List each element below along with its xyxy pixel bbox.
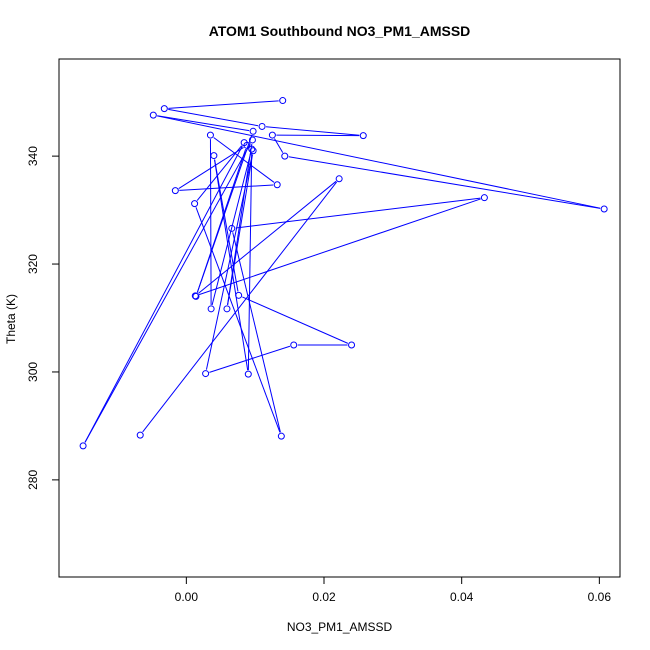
y-axis-title: Theta (K) bbox=[4, 294, 18, 344]
data-point bbox=[248, 136, 256, 144]
y-tick-label: 280 bbox=[26, 470, 40, 490]
series-segment bbox=[214, 159, 249, 371]
data-point bbox=[335, 175, 343, 183]
series-segment bbox=[213, 137, 275, 183]
series-lines bbox=[84, 100, 601, 443]
series-segment bbox=[168, 100, 279, 109]
series-segment bbox=[235, 197, 481, 229]
data-point bbox=[248, 145, 256, 153]
series-segment bbox=[242, 296, 349, 344]
y-tick-label: 320 bbox=[26, 254, 40, 274]
series-segment bbox=[168, 108, 259, 127]
series-segment bbox=[196, 145, 243, 201]
series-segment bbox=[84, 143, 251, 443]
data-point bbox=[160, 105, 168, 113]
series-segment bbox=[84, 145, 243, 443]
series-segment bbox=[195, 207, 281, 433]
series-segment bbox=[232, 232, 281, 433]
y-tick-label: 300 bbox=[26, 362, 40, 382]
series-segment bbox=[211, 152, 252, 306]
data-point bbox=[249, 147, 257, 155]
series-segment bbox=[178, 147, 244, 189]
data-point bbox=[281, 152, 289, 160]
y-axis: 280 300 320 340 bbox=[26, 146, 60, 490]
data-point bbox=[480, 194, 488, 202]
data-point bbox=[136, 431, 144, 439]
y-tick-label: 340 bbox=[26, 146, 40, 166]
x-tick-label: 0.06 bbox=[588, 590, 612, 604]
data-point bbox=[235, 291, 243, 299]
data-point bbox=[228, 224, 236, 232]
x-axis-title: NO3_PM1_AMSSD bbox=[287, 620, 393, 634]
data-point bbox=[258, 122, 266, 130]
x-tick-label: 0.00 bbox=[175, 590, 199, 604]
data-point bbox=[191, 200, 199, 208]
series-segment bbox=[142, 181, 338, 433]
series-segment bbox=[209, 139, 212, 305]
data-point bbox=[348, 341, 356, 349]
data-point bbox=[359, 132, 367, 140]
series-segment bbox=[196, 148, 247, 293]
data-point bbox=[249, 127, 257, 135]
x-tick-label: 0.02 bbox=[312, 590, 336, 604]
data-point bbox=[244, 370, 252, 378]
data-point bbox=[240, 139, 248, 147]
x-axis: 0.00 0.02 0.04 0.06 bbox=[175, 576, 612, 604]
data-point bbox=[290, 341, 298, 349]
data-point bbox=[79, 442, 87, 450]
x-tick-label: 0.04 bbox=[450, 590, 474, 604]
series-segment bbox=[157, 115, 250, 132]
series-segment bbox=[198, 198, 481, 296]
data-point bbox=[279, 97, 287, 105]
data-point bbox=[202, 370, 210, 378]
series-segment bbox=[265, 126, 360, 136]
series-segment bbox=[288, 156, 601, 209]
series-segment bbox=[247, 153, 253, 371]
data-point bbox=[210, 152, 218, 160]
data-point bbox=[273, 181, 281, 189]
series-segment bbox=[157, 115, 601, 209]
data-point bbox=[149, 111, 157, 119]
data-point bbox=[206, 131, 214, 139]
series-segment bbox=[214, 159, 239, 292]
series-points bbox=[79, 97, 608, 450]
chart-title: ATOM1 Southbound NO3_PM1_AMSSD bbox=[209, 23, 471, 39]
data-point bbox=[223, 305, 231, 313]
data-point bbox=[207, 305, 215, 313]
data-point bbox=[171, 187, 179, 195]
series-segment bbox=[209, 345, 291, 373]
data-point bbox=[277, 432, 285, 440]
data-point bbox=[191, 292, 199, 300]
series-segment bbox=[227, 143, 253, 305]
data-point bbox=[268, 131, 276, 139]
series-segment bbox=[198, 180, 337, 294]
data-point bbox=[600, 205, 608, 213]
